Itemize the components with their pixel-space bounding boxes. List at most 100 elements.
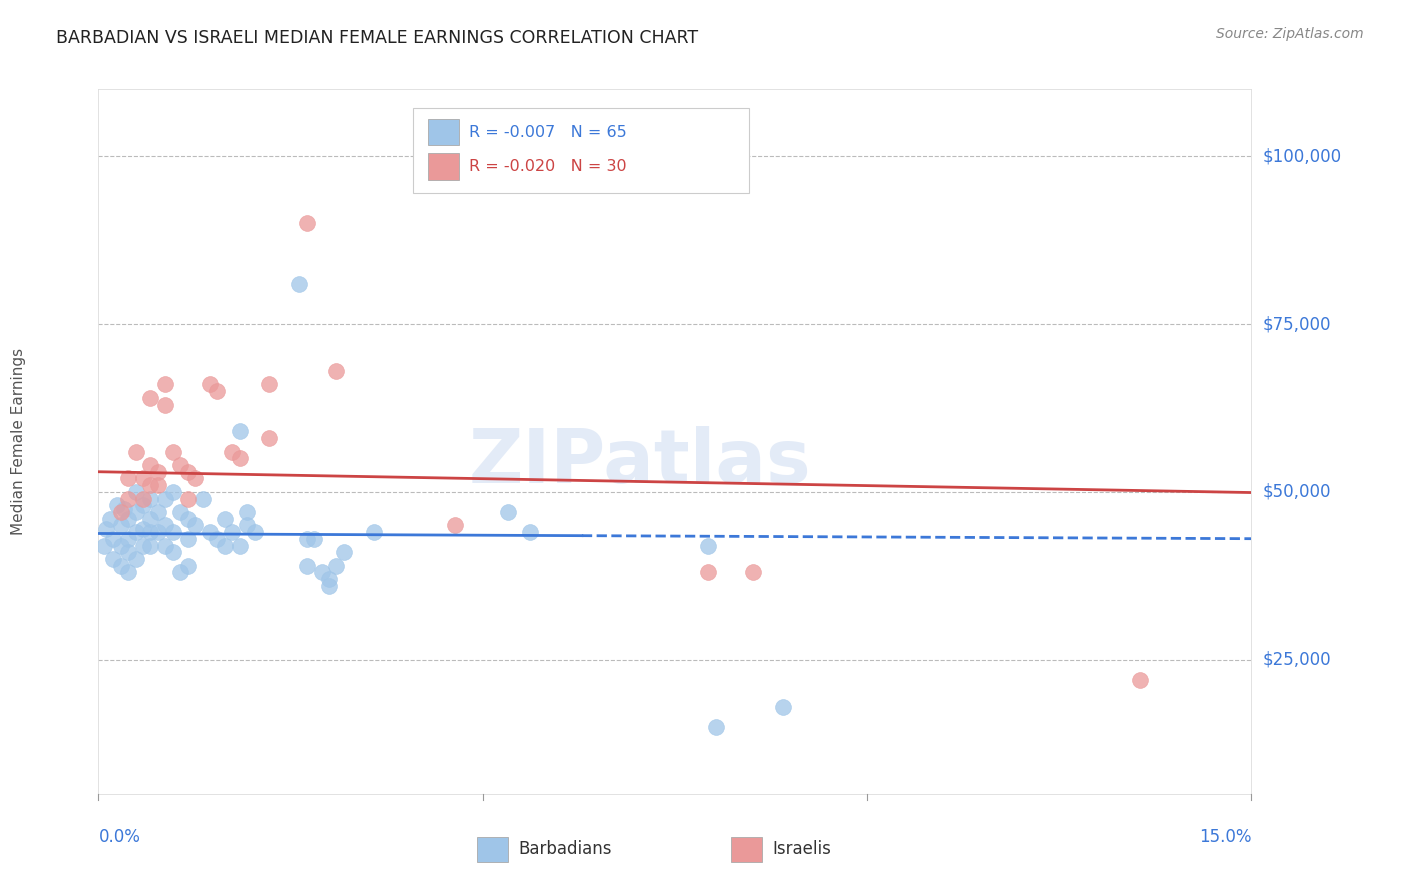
Point xyxy=(243,525,266,540)
Text: R = -0.007   N = 65: R = -0.007 N = 65 xyxy=(470,125,627,140)
Point xyxy=(311,566,333,580)
Point xyxy=(184,518,207,533)
Point xyxy=(221,444,243,458)
Point xyxy=(155,491,177,506)
Point xyxy=(103,532,125,546)
Point xyxy=(155,377,177,392)
Point xyxy=(444,518,467,533)
Point xyxy=(139,391,162,405)
Point xyxy=(132,471,155,485)
Point xyxy=(191,491,214,506)
Point xyxy=(519,525,541,540)
Point xyxy=(207,384,229,399)
Point xyxy=(704,720,727,734)
Point xyxy=(155,518,177,533)
Point xyxy=(772,699,794,714)
Point xyxy=(169,566,191,580)
Point xyxy=(117,545,139,559)
Point xyxy=(139,478,162,492)
Point xyxy=(93,539,115,553)
Point xyxy=(110,518,132,533)
Point xyxy=(132,491,155,506)
Point xyxy=(117,566,139,580)
Text: BARBADIAN VS ISRAELI MEDIAN FEMALE EARNINGS CORRELATION CHART: BARBADIAN VS ISRAELI MEDIAN FEMALE EARNI… xyxy=(56,29,699,46)
Text: R = -0.020   N = 30: R = -0.020 N = 30 xyxy=(470,159,627,174)
Point xyxy=(117,512,139,526)
Point xyxy=(259,431,281,445)
Point xyxy=(139,491,162,506)
Point xyxy=(295,532,318,546)
Text: $75,000: $75,000 xyxy=(1263,315,1331,333)
Point xyxy=(214,512,236,526)
Point xyxy=(117,532,139,546)
Point xyxy=(236,505,259,519)
Point xyxy=(333,545,356,559)
Text: $50,000: $50,000 xyxy=(1263,483,1331,501)
Text: Barbadians: Barbadians xyxy=(519,840,612,858)
Point xyxy=(132,522,155,536)
Point xyxy=(198,377,221,392)
Point xyxy=(229,451,252,466)
Point xyxy=(146,478,169,492)
Point xyxy=(105,498,128,512)
Point xyxy=(132,498,155,512)
Text: $25,000: $25,000 xyxy=(1263,650,1331,669)
Point xyxy=(214,539,236,553)
Point xyxy=(236,518,259,533)
Point xyxy=(124,484,146,499)
Point xyxy=(176,512,198,526)
Point xyxy=(742,566,765,580)
Point xyxy=(697,566,720,580)
Point xyxy=(169,505,191,519)
Point xyxy=(110,505,132,519)
Point xyxy=(176,491,198,506)
Point xyxy=(124,525,146,540)
Text: Israelis: Israelis xyxy=(772,840,831,858)
Point xyxy=(124,444,146,458)
Point xyxy=(496,505,519,519)
Point xyxy=(132,539,155,553)
Text: ZIPatlas: ZIPatlas xyxy=(470,426,811,500)
Point xyxy=(139,539,162,553)
Point xyxy=(139,525,162,540)
Point xyxy=(259,377,281,392)
Point xyxy=(325,364,347,378)
Point xyxy=(318,579,340,593)
Point xyxy=(229,425,252,439)
Point xyxy=(98,512,121,526)
Point xyxy=(221,525,243,540)
Point xyxy=(124,552,146,566)
Point xyxy=(139,458,162,472)
Point xyxy=(117,491,139,506)
Point xyxy=(198,525,221,540)
Point xyxy=(146,465,169,479)
Point xyxy=(110,558,132,573)
Text: Source: ZipAtlas.com: Source: ZipAtlas.com xyxy=(1216,27,1364,41)
Point xyxy=(117,471,139,485)
Text: 15.0%: 15.0% xyxy=(1199,828,1251,846)
Point xyxy=(176,558,198,573)
Point xyxy=(146,505,169,519)
Point xyxy=(318,572,340,586)
Point xyxy=(155,398,177,412)
Point xyxy=(110,539,132,553)
Point xyxy=(184,471,207,485)
Point xyxy=(124,505,146,519)
Point xyxy=(169,458,191,472)
Point xyxy=(103,552,125,566)
Point xyxy=(162,444,184,458)
Point xyxy=(94,522,117,536)
Point xyxy=(302,532,325,546)
Text: $100,000: $100,000 xyxy=(1263,147,1341,165)
Point xyxy=(176,465,198,479)
Point xyxy=(363,525,385,540)
Point xyxy=(229,539,252,553)
Point xyxy=(295,558,318,573)
Text: 0.0%: 0.0% xyxy=(98,828,141,846)
Point xyxy=(697,539,720,553)
Text: Median Female Earnings: Median Female Earnings xyxy=(11,348,25,535)
Point xyxy=(139,512,162,526)
Point xyxy=(176,532,198,546)
Point xyxy=(162,525,184,540)
Point xyxy=(155,539,177,553)
